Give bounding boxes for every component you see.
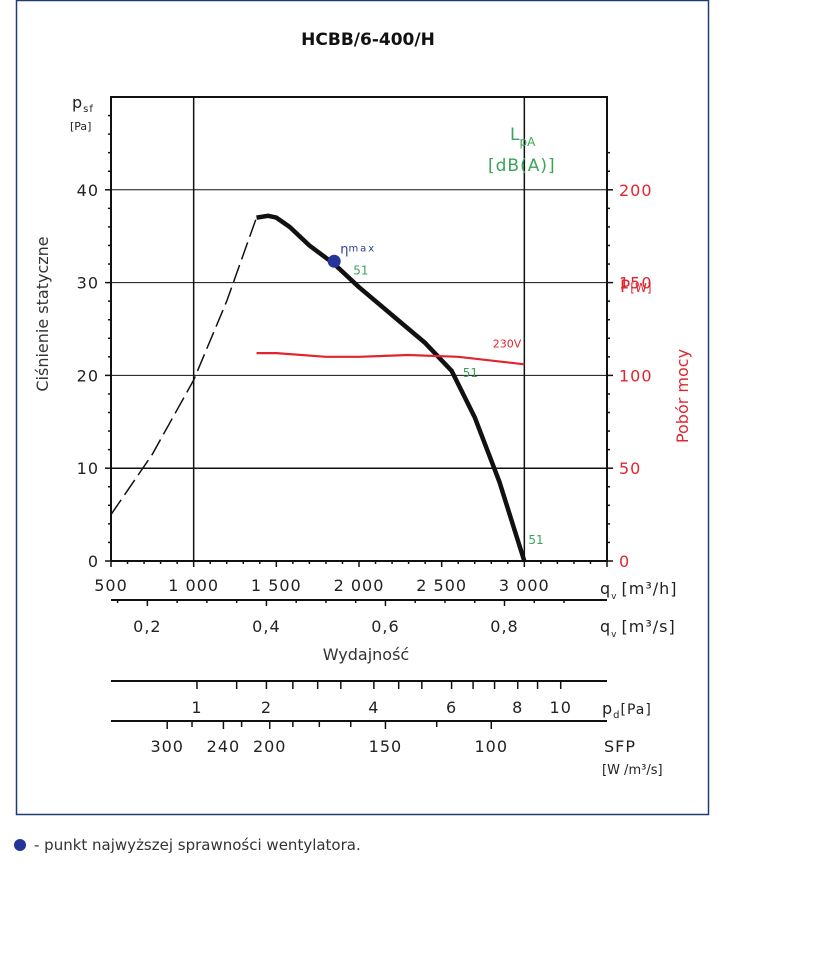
lpa-annotation: 51 xyxy=(528,533,543,547)
bottom-tick-label: 2 500 xyxy=(416,576,467,595)
secondary-tick-label: 0,6 xyxy=(371,617,399,636)
right-tick-label: 50 xyxy=(619,459,641,478)
left-axis: 0 10 20 30 40 xyxy=(77,114,111,571)
right-tick-label: 150 xyxy=(619,274,653,293)
bottom-axis: 500 1 000 1 500 2 000 2 500 3 000 xyxy=(94,561,608,595)
left-tick-label: 10 xyxy=(77,459,99,478)
pd-label: pd[Pa] xyxy=(602,699,652,721)
x-main-label: qv [m³/h] xyxy=(600,579,678,602)
secondary-tick-label: 0,4 xyxy=(252,617,280,636)
right-tick-label: 0 xyxy=(619,552,630,571)
chart-title: HCBB/6-400/H xyxy=(301,30,435,50)
grid xyxy=(111,97,607,561)
secondary-tick-label: 0,8 xyxy=(490,617,518,636)
pd-tick-label: 1 xyxy=(191,698,202,717)
bottom-tick-label: 1 000 xyxy=(168,576,219,595)
sfp-tick-label: 100 xyxy=(474,737,508,756)
bottom-tick-label: 2 000 xyxy=(334,576,385,595)
right-tick-label: 100 xyxy=(619,366,653,385)
x-secondary-title: Wydajność xyxy=(323,645,409,664)
pd-tick-label: 2 xyxy=(261,698,272,717)
series-line-fan-curve xyxy=(256,213,527,562)
y-left-unit: [Pa] xyxy=(70,120,91,133)
sfp-scale: 300 240 200 150 100 xyxy=(150,721,508,756)
right-tick-label: 200 xyxy=(619,181,653,200)
annotation-layer: ηmax 51 51 51 230V xyxy=(327,242,544,547)
x-secondary-label: qv [m³/s] xyxy=(600,617,676,640)
pd-tick-label: 10 xyxy=(550,698,572,717)
series-layer xyxy=(110,213,527,562)
series-line-230v xyxy=(256,352,525,366)
series-line-dashed xyxy=(110,217,258,516)
y-left-title: Ciśnienie statyczne xyxy=(33,236,52,391)
pd-scale: 1 2 4 6 8 10 xyxy=(191,681,572,717)
sfp-label: SFP xyxy=(604,737,636,756)
pd-tick-label: 4 xyxy=(368,698,379,717)
left-tick-label: 40 xyxy=(77,181,99,200)
bottom-tick-label: 500 xyxy=(94,576,128,595)
sfp-tick-label: 200 xyxy=(253,737,287,756)
sfp-tick-label: 240 xyxy=(207,737,241,756)
max-efficiency-dot-icon xyxy=(14,839,26,851)
legend-note: - punkt najwyższej sprawności wentylator… xyxy=(14,836,361,854)
pd-tick-label: 6 xyxy=(446,698,457,717)
secondary-tick-label: 0,2 xyxy=(133,617,161,636)
chart-frame xyxy=(15,0,710,816)
voltage-label: 230V xyxy=(493,337,522,350)
lpa-annotation: 51 xyxy=(353,263,368,277)
right-axis: 0 50 100 150 200 xyxy=(607,151,653,571)
pd-tick-label: 8 xyxy=(512,698,523,717)
lpa-annotation: 51 xyxy=(463,366,478,380)
max-efficiency-label: ηmax xyxy=(340,242,376,257)
legend-note-text: - punkt najwyższej sprawności wentylator… xyxy=(34,836,361,854)
lpa-label: LpA xyxy=(510,125,536,149)
y-right-symbol: P[W] xyxy=(620,277,652,297)
bottom-tick-label: 1 500 xyxy=(251,576,302,595)
bottom-tick-label: 3 000 xyxy=(499,576,550,595)
lpa-unit: [dB(A)] xyxy=(488,156,556,176)
left-tick-label: 0 xyxy=(88,552,99,571)
sfp-tick-label: 150 xyxy=(369,737,403,756)
max-efficiency-point xyxy=(327,254,341,268)
y-left-symbol: psf xyxy=(72,93,94,115)
sfp-unit: [W /m³/s] xyxy=(602,763,663,778)
left-tick-label: 30 xyxy=(77,274,99,293)
sfp-tick-label: 300 xyxy=(150,737,184,756)
x-secondary-axis: 0,2 0,4 0,6 0,8 xyxy=(116,600,565,636)
left-tick-label: 20 xyxy=(77,366,99,385)
y-right-title: Pobór mocy xyxy=(673,349,692,443)
